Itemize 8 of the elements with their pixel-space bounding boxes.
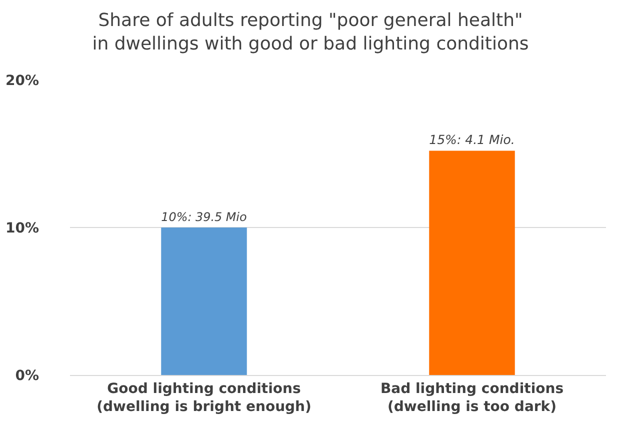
x-tick-label: Good lighting conditions (dwelling is bright enough) (96, 380, 312, 415)
chart-title: Share of adults reporting "poor general health" in dwellings with good or bad lighting conditions (92, 10, 529, 54)
y-tick-label: 10% (5, 220, 39, 236)
y-tick-label: 0% (15, 368, 39, 384)
x-tick-label: Bad lighting conditions (dwelling is too dark) (380, 380, 564, 415)
data-label: 15%: 4.1 Mio. (429, 132, 515, 147)
data-label: 10%: 39.5 Mio (161, 210, 247, 224)
y-tick-label: 20% (5, 72, 39, 89)
